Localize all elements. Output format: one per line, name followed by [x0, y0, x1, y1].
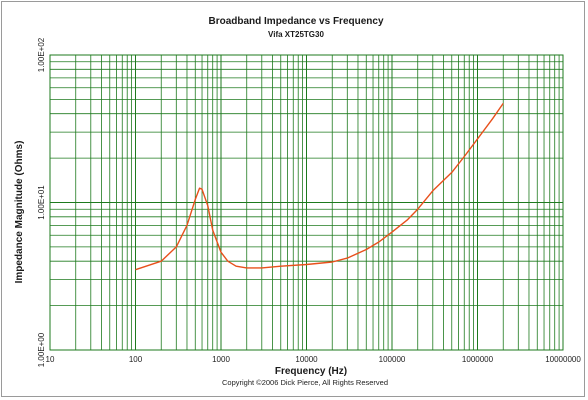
x-tick-label: 100000 — [379, 355, 406, 364]
y-tick-labels: 1.00E+00 1.00E+01 1.00E+02 — [37, 37, 46, 367]
x-tick-labels: 10 100 1000 10000 100000 1000000 10000000 — [46, 355, 582, 364]
x-tick-label: 100 — [129, 355, 143, 364]
x-axis-label: Frequency (Hz) — [275, 366, 347, 377]
chart-title: Broadband Impedance vs Frequency — [208, 16, 383, 27]
plot-border — [49, 54, 564, 351]
y-tick-label: 1.00E+02 — [37, 37, 46, 72]
y-axis-label: Impedance Magnitude (Ohms) — [14, 141, 25, 284]
y-tick-label: 1.00E+01 — [37, 185, 46, 220]
x-tick-label: 10000000 — [545, 355, 581, 364]
x-tick-label: 10 — [46, 355, 55, 364]
impedance-curve — [135, 103, 504, 271]
copyright-text: Copyright ©2006 Dick Pierce, All Rights … — [222, 378, 388, 387]
x-tick-label: 1000 — [212, 355, 230, 364]
x-tick-label: 10000 — [295, 355, 318, 364]
grid-lines — [49, 55, 563, 351]
chart-subtitle: Vifa XT25TG30 — [268, 30, 324, 39]
x-tick-label: 1000000 — [462, 355, 494, 364]
y-tick-label: 1.00E+00 — [37, 332, 46, 367]
